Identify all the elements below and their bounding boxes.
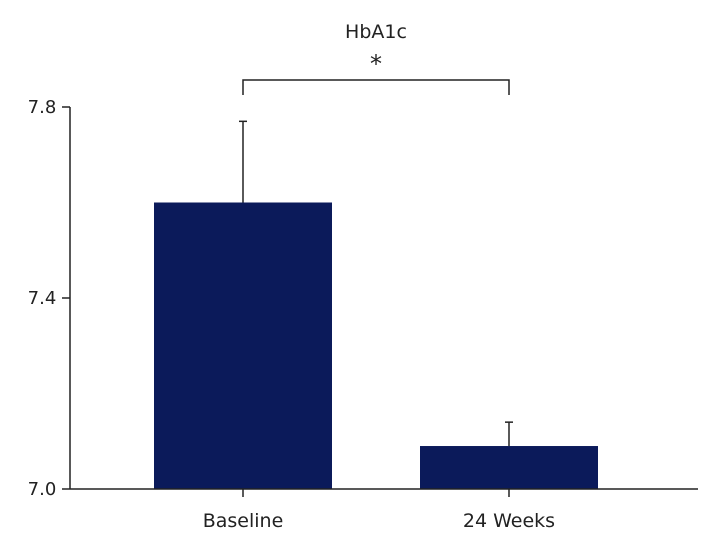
bars-group: [154, 202, 598, 489]
y-tick-label: 7.4: [28, 288, 57, 309]
significance-bracket-line: [242, 79, 510, 95]
x-tick-label-24-weeks: 24 Weeks: [463, 510, 555, 532]
y-tick-label: 7.0: [28, 479, 57, 500]
x-tick-label-baseline: Baseline: [203, 510, 284, 532]
y-axis: 7.0 7.4 7.8: [28, 97, 71, 500]
y-tick-label: 7.8: [28, 97, 57, 118]
error-bars-group: [239, 120, 513, 447]
chart-title: HbA1c: [345, 21, 407, 43]
bar-24-weeks: [420, 446, 598, 489]
significance-bracket: [242, 79, 510, 95]
x-axis: Baseline 24 Weeks: [70, 488, 698, 532]
bar-baseline: [154, 202, 332, 489]
significance-asterisk: *: [370, 50, 382, 78]
